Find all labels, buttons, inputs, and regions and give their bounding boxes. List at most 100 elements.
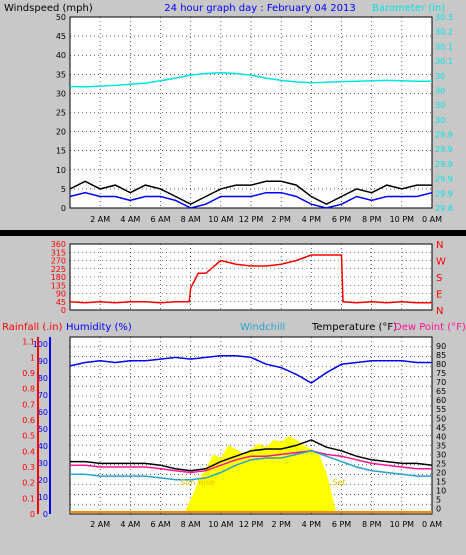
wind-x-tick-label: 4 PM xyxy=(302,215,321,224)
sunset-annotation: Set xyxy=(332,478,345,487)
humidity-line xyxy=(69,354,432,384)
barometer-y-tick-label: 30.3 xyxy=(435,13,453,22)
temp-x-tick-label: 12 PM xyxy=(239,520,264,529)
barometer-y-tick-label: 29.9 xyxy=(435,189,453,198)
temp-x-tick-label: 8 AM xyxy=(181,520,201,529)
wind-x-tick-label: 10 AM xyxy=(208,215,233,224)
chart-title: 24 hour graph day : February 04 2013 xyxy=(164,3,355,14)
temperature-y-tick-label: 5 xyxy=(436,496,441,505)
humidity-y-tick-label: 30 xyxy=(38,459,48,468)
wind-y-tick-label: 15 xyxy=(56,147,66,156)
wind-x-tick-label: 2 AM xyxy=(90,215,110,224)
barometer-y-tick-label: 29.8 xyxy=(435,204,453,213)
wind-direction-line xyxy=(69,254,432,304)
temperature-y-tick-label: 65 xyxy=(436,387,446,396)
compass-label: E xyxy=(436,290,442,301)
rainfall-y-tick-label: 0.3 xyxy=(22,463,35,472)
barometer-y-tick-label: 30 xyxy=(435,72,445,81)
barometer-y-tick-label: 29.9 xyxy=(435,175,453,184)
temperature-y-tick-label: 30 xyxy=(436,450,446,459)
direction-y-tick-label: 225 xyxy=(51,265,66,274)
rainfall-y-tick-label: 1 xyxy=(30,353,35,362)
direction-y-tick-label: 90 xyxy=(56,290,66,299)
temperature-y-tick-label: 20 xyxy=(436,468,446,477)
temperature-line xyxy=(70,439,433,472)
barometer-y-tick-label: 30.1 xyxy=(435,42,453,51)
compass-label: S xyxy=(436,273,442,284)
temperature-y-tick-label: 75 xyxy=(436,369,446,378)
wind-y-tick-label: 5 xyxy=(61,185,66,194)
wind-x-tick-label: 6 PM xyxy=(332,215,351,224)
wind-y-tick-label: 20 xyxy=(56,128,66,137)
wind-y-tick-label: 30 xyxy=(56,89,66,98)
wind-y-tick-label: 40 xyxy=(56,51,66,60)
temperature-y-tick-label: 50 xyxy=(436,414,446,423)
wind-x-tick-label: 8 PM xyxy=(362,215,381,224)
temperature-y-tick-label: 15 xyxy=(436,477,446,486)
temp-x-tick-label: 2 AM xyxy=(90,520,110,529)
rainfall-y-tick-label: 0.6 xyxy=(22,416,35,425)
rainfall-y-tick-label: 0 xyxy=(30,510,35,519)
wind-x-tick-label: 2 PM xyxy=(271,215,290,224)
temperature-y-tick-label: 55 xyxy=(436,405,446,414)
temperature-y-tick-label: 10 xyxy=(436,487,446,496)
rainfall-y-tick-label: 0.5 xyxy=(22,432,35,441)
rainfall-y-tick-label: 0.9 xyxy=(22,369,35,378)
temp-x-tick-label: 10 PM xyxy=(390,520,415,529)
wind-y-tick-label: 10 xyxy=(56,166,66,175)
temperature-y-tick-label: 0 xyxy=(436,505,441,514)
wind-y-tick-label: 0 xyxy=(61,204,66,213)
dew-point-line xyxy=(70,450,432,474)
rainfall-axis-label: Rainfall (.in) xyxy=(2,322,63,333)
wind-x-tick-label: 4 AM xyxy=(120,215,140,224)
wind-x-tick-label: 0 AM xyxy=(422,215,442,224)
humidity-y-tick-label: 80 xyxy=(38,374,48,383)
dewpoint-axis-label: Dew Point (°F) xyxy=(394,322,466,333)
wind-x-tick-label: 6 AM xyxy=(150,215,170,224)
wind-x-tick-label: 8 AM xyxy=(181,215,201,224)
barometer-y-tick-label: 30.2 xyxy=(435,28,453,37)
direction-y-tick-label: 180 xyxy=(51,273,66,282)
humidity-y-tick-label: 70 xyxy=(38,391,48,400)
windchill-line xyxy=(70,450,432,481)
temperature-y-tick-label: 90 xyxy=(436,342,446,351)
humidity-y-tick-label: 20 xyxy=(38,476,48,485)
temperature-axis-label: Temperature (°F) xyxy=(311,322,397,333)
humidity-y-tick-label: 40 xyxy=(38,442,48,451)
barometer-y-tick-label: 30.1 xyxy=(435,57,453,66)
humidity-y-tick-label: 50 xyxy=(38,425,48,434)
rainfall-y-tick-label: 0.8 xyxy=(22,385,35,394)
humidity-y-tick-label: 0 xyxy=(43,510,48,519)
temp-x-tick-label: 6 PM xyxy=(332,520,351,529)
rainfall-y-tick-label: 0.7 xyxy=(22,400,35,409)
temperature-y-tick-label: 25 xyxy=(436,459,446,468)
windspeed-axis-label: Windspeed (mph) xyxy=(4,3,93,14)
temp-x-tick-label: 2 PM xyxy=(271,520,290,529)
solar-area xyxy=(186,436,336,512)
humidity-y-tick-label: 100 xyxy=(33,340,48,349)
compass-label: N xyxy=(436,240,443,251)
temperature-y-tick-label: 80 xyxy=(436,360,446,369)
rainfall-y-tick-label: 1.1 xyxy=(22,338,35,347)
barometer-y-tick-label: 30 xyxy=(435,101,445,110)
wind-y-tick-label: 45 xyxy=(56,32,66,41)
temp-x-tick-label: 4 PM xyxy=(302,520,321,529)
temperature-y-tick-label: 35 xyxy=(436,441,446,450)
barometer-y-tick-label: 29.9 xyxy=(435,160,453,169)
barometer-line xyxy=(69,72,432,88)
direction-y-tick-label: 0 xyxy=(61,306,66,315)
temperature-y-tick-label: 45 xyxy=(436,423,446,432)
temp-x-tick-label: 10 AM xyxy=(208,520,233,529)
wind-x-tick-label: 10 PM xyxy=(390,215,415,224)
temperature-y-tick-label: 40 xyxy=(436,432,446,441)
humidity-axis-label: Humidity (%) xyxy=(66,322,132,333)
compass-label: W xyxy=(436,257,446,268)
wind-y-tick-label: 25 xyxy=(56,109,66,118)
temp-x-tick-label: 8 PM xyxy=(362,520,381,529)
direction-y-tick-label: 360 xyxy=(51,240,66,249)
wind-speed-line xyxy=(69,191,433,209)
temperature-y-tick-label: 85 xyxy=(436,351,446,360)
direction-y-tick-label: 270 xyxy=(51,257,66,266)
wind-x-tick-label: 12 PM xyxy=(239,215,264,224)
